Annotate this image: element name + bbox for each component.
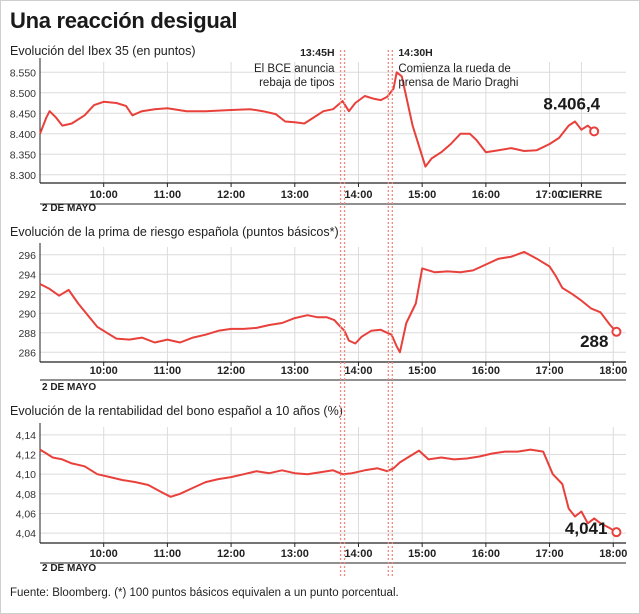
y-tick-label: 290	[18, 308, 36, 320]
y-tick-label: 8.500	[10, 88, 36, 100]
x-tick-label: 18:00	[599, 548, 627, 560]
x-tick-label: CIERRE	[561, 189, 603, 201]
end-point-marker	[611, 527, 622, 538]
event-time-label: 13:45H	[300, 47, 334, 59]
x-tick-label: 12:00	[217, 365, 245, 377]
y-tick-label: 294	[18, 269, 36, 281]
y-tick-label: 4,14	[16, 430, 37, 442]
x-tick-label: 14:00	[344, 548, 372, 560]
event-description: prensa de Mario Draghi	[398, 77, 518, 89]
x-tick-label: 13:00	[281, 189, 309, 201]
panel-2: 286 288 290 292 294 296 10:00 11:00 12:00 13:00 14…	[18, 243, 627, 393]
x-tick-label: 10:00	[90, 548, 118, 560]
y-tick-label: 8.400	[10, 129, 36, 141]
y-tick-label: 4,04	[16, 528, 37, 540]
y-tick-label: 8.550	[10, 67, 36, 79]
footer-source: Fuente: Bloomberg. (*) 100 puntos básico…	[10, 587, 399, 599]
x-tick-label: 12:00	[217, 548, 245, 560]
panel-2-title: Evolución de la prima de riesgo española…	[10, 225, 339, 239]
x-tick-label: 15:00	[408, 189, 436, 201]
x-tick-label: 13:00	[281, 365, 309, 377]
x-tick-label: 16:00	[472, 189, 500, 201]
y-tick-label: 296	[18, 250, 36, 262]
event-description: El BCE anuncia	[254, 63, 335, 75]
panel-3: 4,04 4,06 4,08 4,10 4,12 4,14 10:00 11:00 12:00 1…	[16, 423, 627, 574]
panel-3-title: Evolución de la rentabilidad del bono es…	[10, 404, 343, 418]
date-label: 2 DE MAYO	[42, 382, 96, 393]
end-point-marker	[589, 126, 600, 137]
y-tick-label: 8.300	[10, 170, 36, 182]
event-annotation-2: 14:30H Comienza la rueda de prensa de Mari…	[387, 47, 518, 578]
date-label: 2 DE MAYO	[42, 563, 96, 574]
end-point-marker	[611, 326, 622, 337]
x-tick-label: 10:00	[90, 365, 118, 377]
x-tick-label: 11:00	[154, 189, 182, 201]
panel-1-title: Evolución del Ibex 35 (en puntos)	[10, 44, 196, 58]
y-tick-label: 4,08	[16, 489, 37, 501]
x-tick-label: 12:00	[217, 189, 245, 201]
x-tick-label: 15:00	[408, 548, 436, 560]
panel-1: 8.300 8.350 8.400 8.450 8.500 8.550 10:00 11:00…	[10, 58, 626, 214]
x-tick-label: 11:00	[154, 548, 182, 560]
x-tick-label: 11:00	[154, 365, 182, 377]
end-value-label: 4,041	[565, 519, 608, 538]
date-label: 2 DE MAYO	[42, 203, 96, 214]
x-tick-label: 16:00	[472, 548, 500, 560]
series-line	[39, 448, 617, 534]
y-tick-label: 288	[18, 328, 36, 340]
x-tick-label: 18:00	[599, 365, 627, 377]
y-tick-label: 292	[18, 289, 36, 301]
x-tick-label: 14:00	[344, 189, 372, 201]
y-tick-label: 8.450	[10, 108, 36, 120]
x-tick-label: 13:00	[281, 548, 309, 560]
x-tick-label: 10:00	[90, 189, 118, 201]
event-description: Comienza la rueda de	[398, 63, 511, 75]
x-tick-label: 15:00	[408, 365, 436, 377]
end-value-label: 8.406,4	[543, 94, 600, 113]
y-tick-label: 286	[18, 347, 36, 359]
y-tick-label: 4,06	[16, 509, 37, 521]
y-tick-label: 4,12	[16, 450, 37, 462]
series-line	[39, 71, 595, 168]
main-title: Una reacción desigual	[10, 8, 238, 33]
event-time-label: 14:30H	[398, 47, 432, 59]
y-tick-label: 8.350	[10, 149, 36, 161]
end-value-label: 288	[580, 332, 608, 351]
x-tick-label: 14:00	[344, 365, 372, 377]
event-annotation-1: 13:45H El BCE anuncia rebaja de tipos	[254, 47, 346, 578]
event-description: rebaja de tipos	[259, 77, 335, 89]
x-tick-label: 17:00	[535, 189, 563, 201]
y-tick-label: 4,10	[16, 469, 37, 481]
x-tick-label: 16:00	[472, 365, 500, 377]
x-tick-label: 17:00	[535, 548, 563, 560]
x-tick-label: 17:00	[535, 365, 563, 377]
series-line	[39, 250, 618, 354]
